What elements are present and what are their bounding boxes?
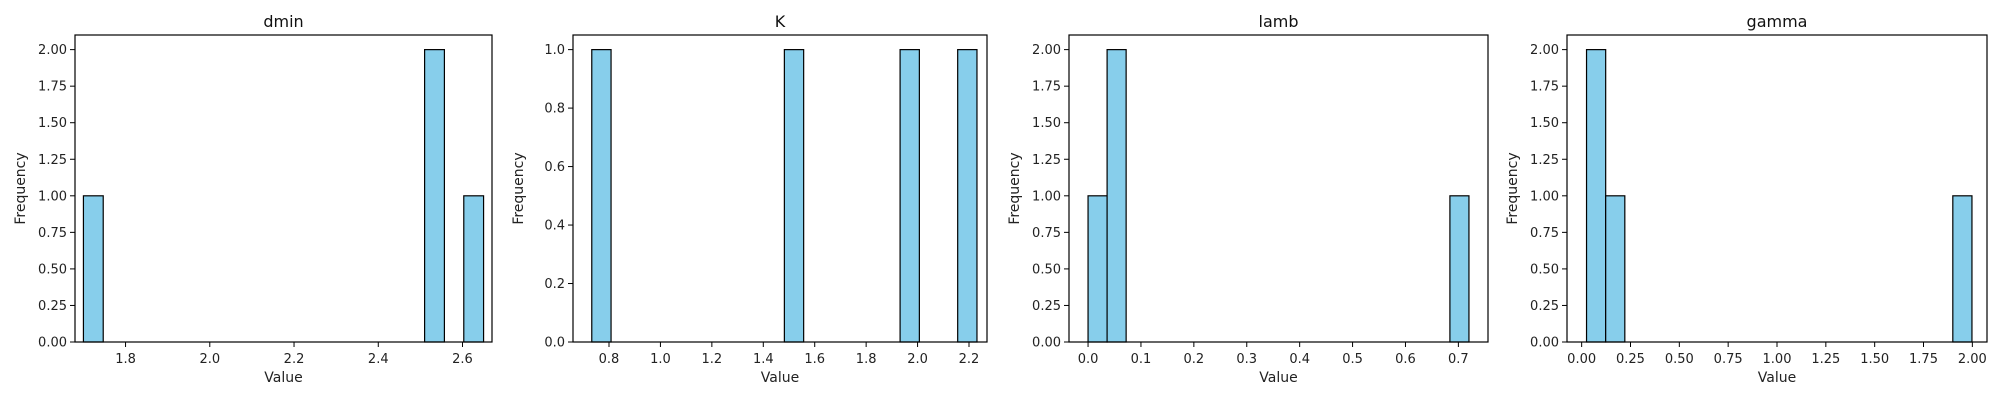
y-tick-label: 0.0	[544, 336, 565, 351]
y-tick-label: 0.6	[544, 160, 565, 175]
chart-title: lamb	[1259, 12, 1299, 31]
y-tick-label: 0.25	[1530, 299, 1559, 314]
y-tick-label: 0.00	[1032, 336, 1061, 351]
x-tick-label: 2.0	[199, 352, 220, 367]
plot-frame	[572, 34, 988, 343]
x-tick-label: 1.0	[650, 352, 671, 367]
chart-panel-K: 0.8 1.0 1.2 1.4 1.6 1.8 2.0 2.2 0.0 0.2 0.4 0.6 0.8 1…	[511, 12, 988, 386]
chart-title: dmin	[263, 12, 303, 31]
x-tick-label: 2.0	[907, 352, 928, 367]
x-tick-label: 0.4	[1289, 352, 1310, 367]
y-tick-label: 0.00	[38, 336, 67, 351]
y-tick-label: 1.25	[1530, 153, 1559, 168]
histogram-bar	[957, 49, 978, 343]
y-tick-label: 0.00	[1530, 336, 1559, 351]
x-tick-label: 0.5	[1342, 352, 1363, 367]
y-tick-label: 1.50	[1032, 116, 1061, 131]
x-tick-label: 2.00	[1958, 352, 1987, 367]
x-tick-label: 0.7	[1448, 352, 1469, 367]
plot-frame	[74, 34, 493, 343]
x-tick-label: 1.8	[115, 352, 136, 367]
y-tick-label: 0.50	[1530, 262, 1559, 277]
y-tick-label: 1.50	[38, 116, 67, 131]
histogram-bar	[1952, 195, 1973, 343]
x-tick-label: 0.0	[1078, 352, 1099, 367]
y-tick-label: 0.75	[1032, 226, 1061, 241]
x-tick-label: 0.25	[1616, 352, 1645, 367]
chart-title: gamma	[1747, 12, 1808, 31]
x-axis-label: Value	[761, 370, 799, 386]
y-tick-label: 0.75	[1530, 226, 1559, 241]
y-tick-label: 1.25	[38, 153, 67, 168]
x-tick-label: 1.4	[753, 352, 774, 367]
x-tick-label: 0.1	[1131, 352, 1152, 367]
histogram-bar	[1106, 49, 1127, 343]
x-tick-label: 2.4	[368, 352, 389, 367]
histogram-bar	[1087, 195, 1108, 343]
histogram-bar	[1585, 49, 1607, 343]
x-tick-label: 1.6	[804, 352, 825, 367]
y-tick-label: 0.4	[544, 219, 565, 234]
y-tick-label: 0.25	[1032, 299, 1061, 314]
x-tick-label: 1.00	[1763, 352, 1792, 367]
y-tick-label: 2.00	[38, 43, 67, 58]
histogram-bar	[463, 195, 485, 343]
y-tick-label: 1.75	[1032, 80, 1061, 95]
x-tick-label: 0.2	[1184, 352, 1205, 367]
x-tick-label: 0.8	[599, 352, 620, 367]
x-tick-label: 0.50	[1665, 352, 1694, 367]
histogram-bar	[591, 49, 612, 343]
x-tick-label: 2.6	[452, 352, 473, 367]
y-tick-label: 1.75	[1530, 80, 1559, 95]
x-tick-label: 0.00	[1567, 352, 1596, 367]
y-tick-label: 1.00	[38, 189, 67, 204]
histogram-bar	[82, 195, 104, 343]
y-tick-label: 1.00	[1032, 189, 1061, 204]
x-axis-label: Value	[1758, 370, 1796, 386]
y-tick-label: 2.00	[1032, 43, 1061, 58]
y-tick-label: 0.2	[544, 277, 565, 292]
plot-frame	[1068, 34, 1489, 343]
y-tick-label: 1.75	[38, 80, 67, 95]
y-axis-label: Frequency	[13, 152, 29, 224]
histogram-bar	[783, 49, 805, 343]
histogram-bar	[1605, 195, 1626, 343]
x-tick-label: 1.8	[856, 352, 877, 367]
x-tick-label: 1.25	[1811, 352, 1840, 367]
x-axis-label: Value	[264, 370, 302, 386]
chart-panel-dmin: 1.8 2.0 2.2 2.4 2.6 0.00 0.25 0.50 0.75 1.00 1.25 1…	[13, 12, 493, 386]
x-tick-label: 0.75	[1714, 352, 1743, 367]
histogram-bar	[899, 49, 920, 343]
y-tick-label: 1.0	[544, 43, 565, 58]
y-axis-label: Frequency	[511, 152, 527, 224]
histogram-bar	[1449, 195, 1470, 343]
chart-panel-lamb: 0.0 0.1 0.2 0.3 0.4 0.5 0.6 0.7 0.00 0.25 0.50 0.75…	[1007, 12, 1489, 386]
y-axis-label: Frequency	[1505, 152, 1521, 224]
x-tick-label: 2.2	[284, 352, 305, 367]
plot-frame	[1566, 34, 1988, 343]
x-tick-label: 1.50	[1860, 352, 1889, 367]
y-tick-label: 0.75	[38, 226, 67, 241]
y-tick-label: 2.00	[1530, 43, 1559, 58]
x-tick-label: 0.6	[1395, 352, 1416, 367]
histogram-bar	[424, 49, 446, 343]
y-tick-label: 0.50	[38, 262, 67, 277]
x-tick-label: 1.75	[1909, 352, 1938, 367]
y-tick-label: 0.50	[1032, 262, 1061, 277]
y-axis-label: Frequency	[1007, 152, 1023, 224]
x-tick-label: 2.2	[959, 352, 980, 367]
y-tick-label: 0.25	[38, 299, 67, 314]
y-tick-label: 1.25	[1032, 153, 1061, 168]
y-tick-label: 1.00	[1530, 189, 1559, 204]
x-tick-label: 1.2	[702, 352, 723, 367]
chart-panel-gamma: 0.00 0.25 0.50 0.75 1.00 1.25 1.50 1.75 2.00 0.00…	[1505, 12, 1988, 386]
chart-title: K	[775, 12, 786, 31]
y-tick-label: 1.50	[1530, 116, 1559, 131]
x-axis-label: Value	[1259, 370, 1297, 386]
y-tick-label: 0.8	[544, 102, 565, 117]
x-tick-label: 0.3	[1236, 352, 1257, 367]
